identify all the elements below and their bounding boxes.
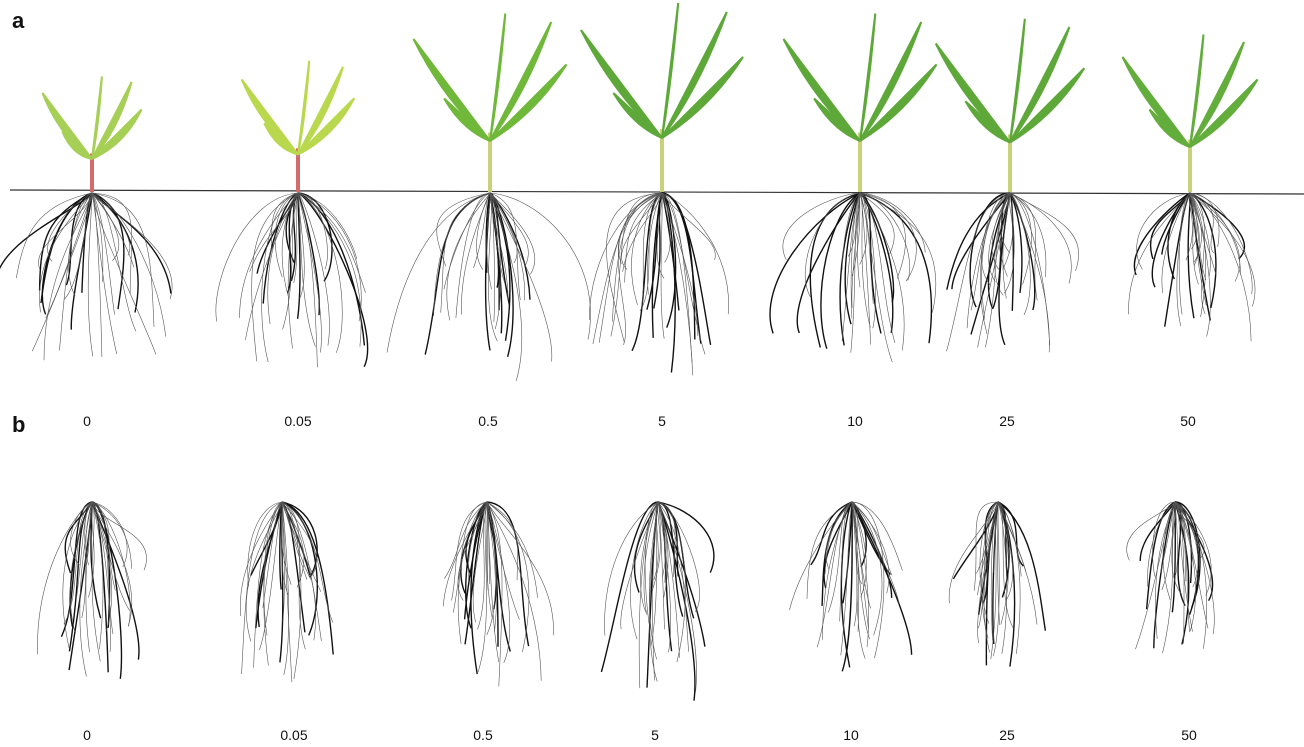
sample-label: 10 <box>843 727 859 743</box>
sample-label: 0 <box>83 727 91 743</box>
sample-label: 5 <box>658 413 666 429</box>
sample-label: 0 <box>83 413 91 429</box>
sample-label: 10 <box>847 413 863 429</box>
sample-label: 25 <box>999 727 1015 743</box>
sample-label: 0.5 <box>473 727 493 743</box>
sample-label: 5 <box>651 727 659 743</box>
sample-label: 0.05 <box>284 413 311 429</box>
panel-letter: b <box>12 412 25 437</box>
panel-letter: a <box>12 8 25 33</box>
sample-label: 25 <box>999 413 1015 429</box>
sample-label: 50 <box>1180 413 1196 429</box>
figure: a b 0 0.05 0.5 5 10 25 50 0 0.05 0.5 5 10 25 50 <box>0 0 1304 747</box>
sample-label: 0.5 <box>478 413 498 429</box>
sample-label: 0.05 <box>280 727 307 743</box>
sample-label: 50 <box>1181 727 1197 743</box>
